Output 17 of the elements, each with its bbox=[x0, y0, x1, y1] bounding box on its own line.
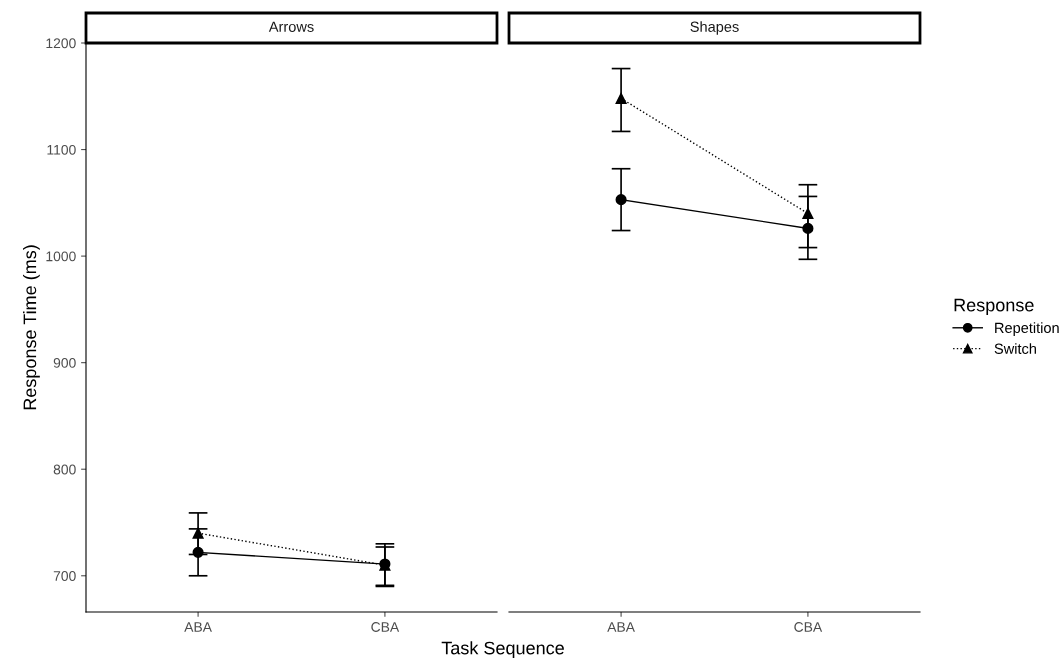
chart-title: Arrows bbox=[268, 21, 314, 32]
y-axis-title: Response Time (ms) bbox=[23, 245, 40, 410]
y-tick-label: 1200 bbox=[46, 38, 76, 49]
y-tick-label: 1000 bbox=[46, 251, 76, 262]
x-tick-label: ABA bbox=[607, 622, 635, 632]
legend-label: Switch bbox=[994, 343, 1036, 354]
x-tick-label: CBA bbox=[794, 622, 823, 632]
chart-title: Shapes bbox=[690, 21, 739, 35]
y-tick-label: 800 bbox=[53, 464, 76, 475]
x-tick-label: ABA bbox=[184, 622, 212, 632]
x-axis-title: Task Sequence bbox=[441, 641, 564, 658]
y-tick-label: 1100 bbox=[47, 144, 76, 155]
y-tick-label: 900 bbox=[53, 358, 76, 368]
legend-label: Repetition bbox=[995, 322, 1059, 336]
x-tick-label: CBA bbox=[371, 622, 400, 632]
y-tick-label: 700 bbox=[53, 571, 76, 581]
legend-title: Response bbox=[954, 298, 1034, 316]
